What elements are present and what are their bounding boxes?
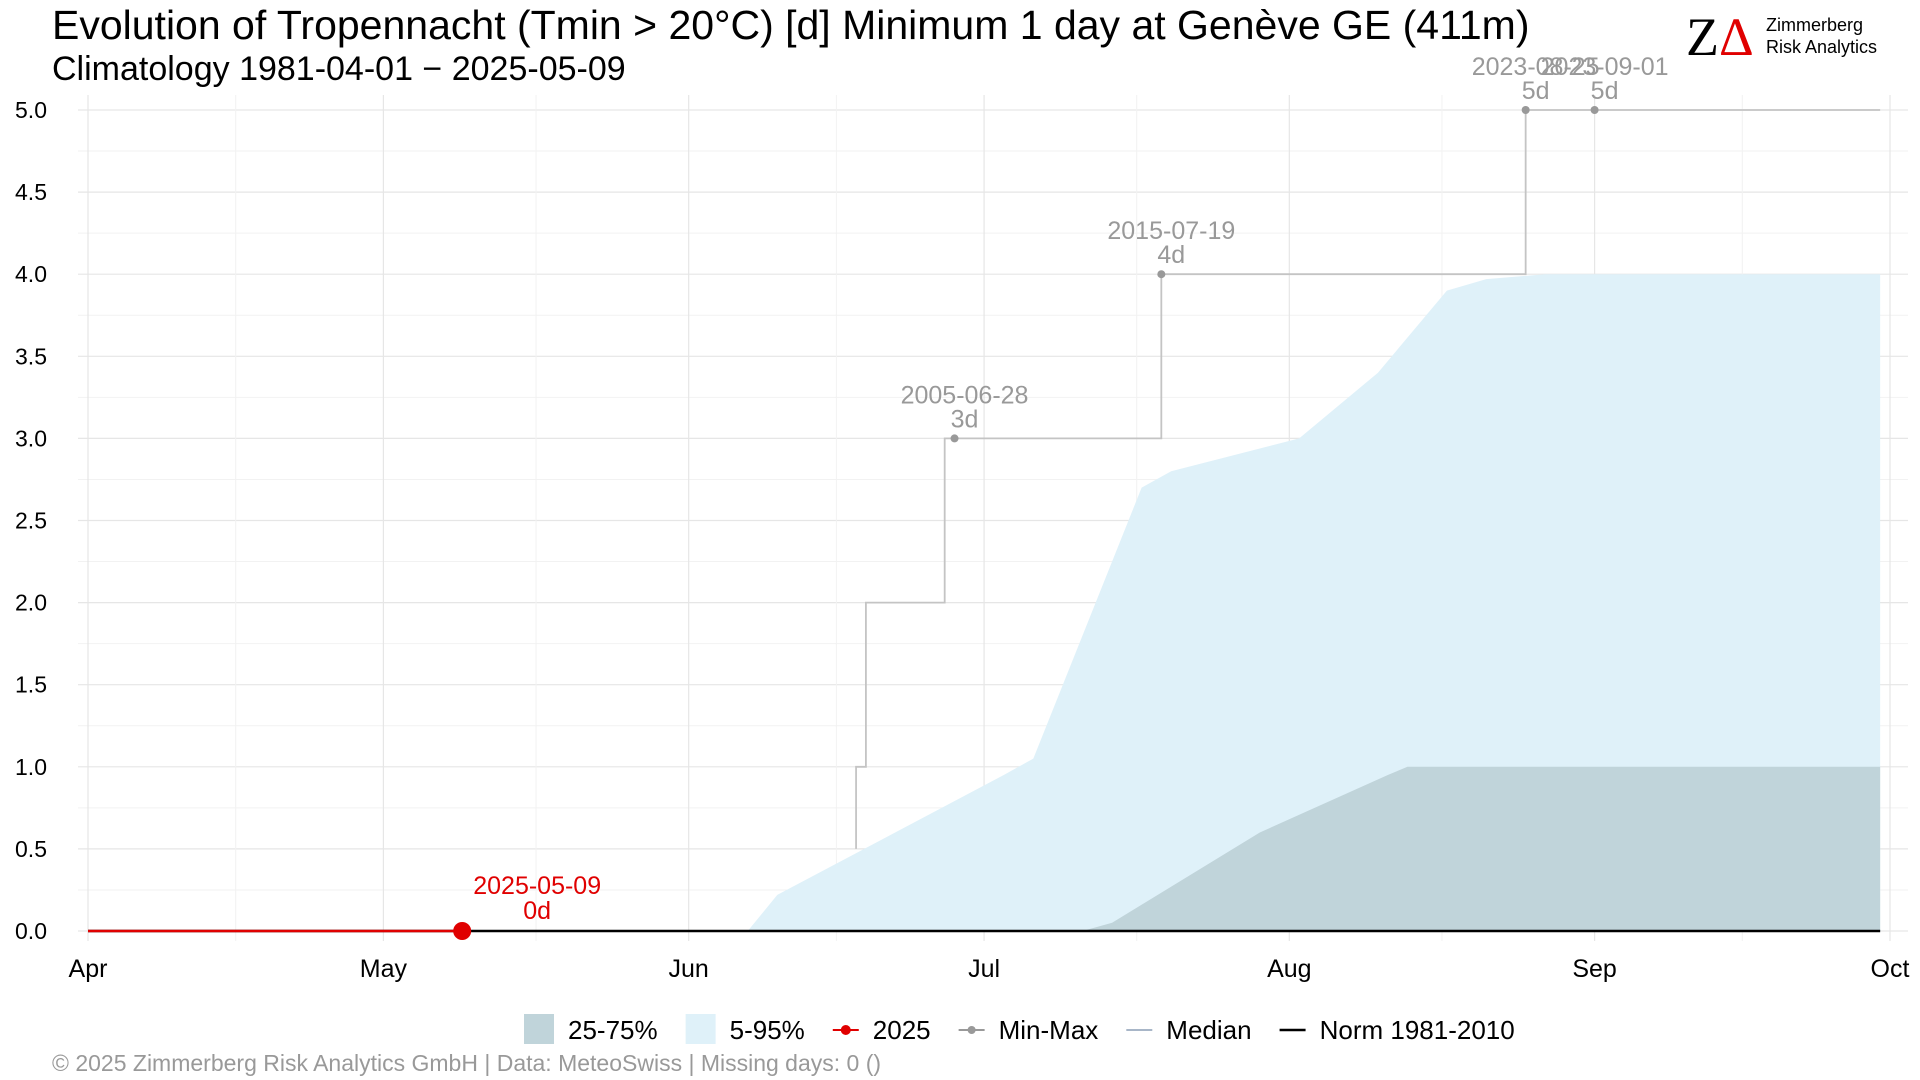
min-max-point [1590, 106, 1599, 114]
legend-label: 2025 [873, 1015, 931, 1045]
min-max-annotation-date: 2023-08-25 [1472, 53, 1600, 81]
legend-item-minmax: Min-Max [958, 1015, 1099, 1045]
legend-item-band_25_75: 25-75% [524, 1014, 658, 1045]
min-max-annotation-days: 4d [1157, 241, 1185, 269]
min-max-point [950, 434, 959, 443]
chart-subtitle: Climatology 1981-04-01 − 2025-05-09 [52, 50, 626, 88]
legend-swatch [524, 1014, 554, 1044]
x-tick-label-oct: Oct [1871, 955, 1910, 983]
x-tick-label-jun: Jun [669, 955, 709, 983]
y-tick-label: 1.5 [15, 672, 47, 698]
logo-mark: ZΔ [1686, 7, 1754, 67]
current-annotation-days: 0d [523, 897, 551, 925]
percentile-bands [88, 274, 1881, 931]
band-25-75 [88, 766, 1881, 931]
x-axis-ticks: Apr May Jun Jul Aug Sep Oct [69, 955, 1910, 983]
x-tick-label-sep: Sep [1572, 955, 1616, 983]
x-tick-label-may: May [360, 955, 408, 983]
legend-label: Median [1166, 1015, 1251, 1045]
legend-item-norm: Norm 1981-2010 [1279, 1015, 1515, 1045]
legend-label: Norm 1981-2010 [1320, 1015, 1515, 1045]
legend-swatch-dot [967, 1026, 976, 1034]
y-tick-label: 5.0 [15, 97, 47, 123]
legend-swatch-dot [840, 1025, 851, 1035]
y-tick-label: 0.0 [15, 918, 47, 944]
company-logo: ZΔ Zimmerberg Risk Analytics [1686, 10, 1896, 70]
legend: 25-75% 5-95% 2025 Min-Max Median Norm 1981-20… [524, 1014, 1515, 1045]
legend-item-band_5_95: 5-95% [685, 1014, 805, 1045]
legend-label: 25-75% [568, 1015, 658, 1045]
legend-label: 5-95% [730, 1015, 805, 1045]
min-max-annotation-date: 2005-06-28 [901, 381, 1029, 409]
current-point [453, 922, 472, 940]
y-tick-label: 1.0 [15, 754, 47, 780]
legend-item-median: Median [1126, 1015, 1252, 1045]
min-max-line [855, 109, 1881, 849]
y-tick-label: 2.5 [15, 508, 47, 534]
min-max-annotation-days: 5d [1591, 77, 1619, 105]
y-tick-label: 4.0 [15, 261, 47, 287]
logo-text-line1: Zimmerberg [1766, 15, 1864, 35]
y-tick-label: 4.5 [15, 179, 47, 205]
min-max-annotation-date: 2023-09-01 [1541, 53, 1669, 81]
y-axis-ticks: 0.0 0.5 1.0 1.5 2.0 2.5 3.0 3.5 4.0 4.5 5.0 [15, 97, 47, 944]
x-tick-label-aug: Aug [1267, 955, 1311, 983]
legend-swatch [685, 1014, 716, 1044]
min-max-point [1521, 106, 1530, 114]
y-tick-label: 3.5 [15, 343, 47, 369]
logo-text-line2: Risk Analytics [1766, 37, 1878, 57]
legend-item-current: 2025 [832, 1015, 931, 1045]
y-tick-label: 0.5 [15, 836, 47, 862]
min-max-annotation-days: 3d [951, 405, 979, 433]
logo-text: Zimmerberg Risk Analytics [1766, 14, 1877, 58]
x-tick-label-apr: Apr [69, 955, 108, 983]
y-tick-label: 3.0 [15, 425, 47, 451]
y-tick-label: 2.0 [15, 590, 47, 616]
min-max-annotation-date: 2015-07-19 [1107, 217, 1235, 245]
footer-credits: © 2025 Zimmerberg Risk Analytics GmbH | … [52, 1050, 882, 1076]
series-lines [88, 109, 1881, 933]
min-max-annotation-days: 5d [1522, 77, 1550, 105]
legend-label: Min-Max [999, 1015, 1099, 1045]
chart-title: Evolution of Tropennacht (Tmin > 20°C) [… [52, 2, 1530, 48]
current-annotation-date: 2025-05-09 [473, 872, 601, 900]
x-tick-label-jul: Jul [968, 955, 1000, 983]
min-max-point [1157, 270, 1166, 279]
